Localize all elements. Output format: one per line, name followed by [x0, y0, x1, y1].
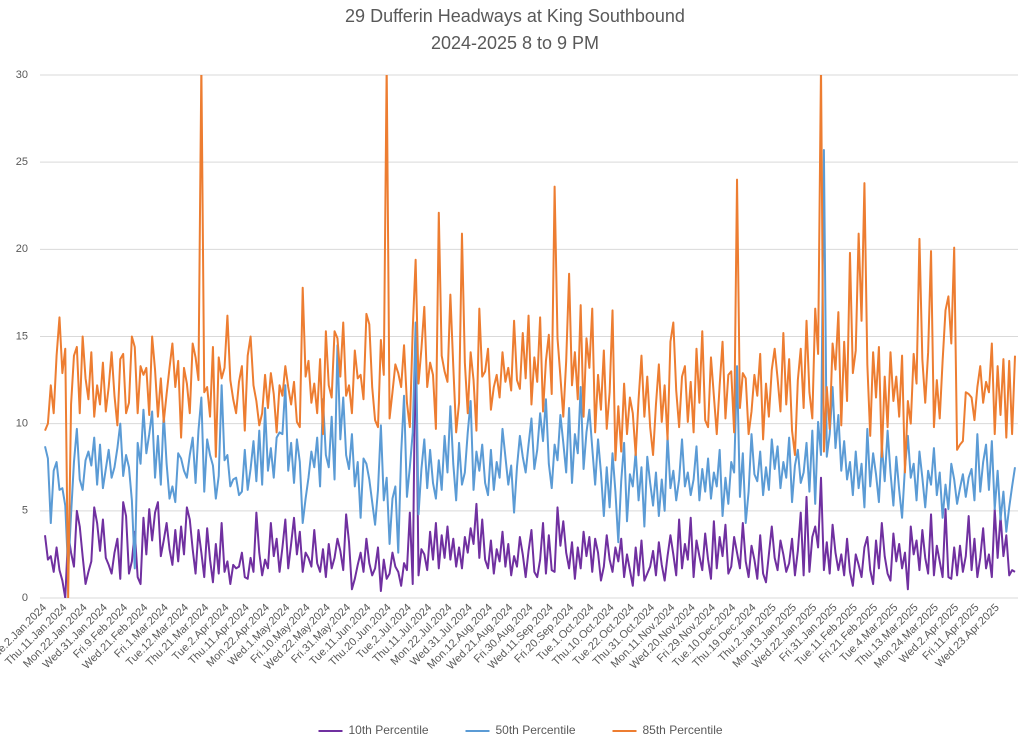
y-tick-label: 15: [16, 330, 28, 342]
chart-subtitle: 2024-2025 8 to 9 PM: [431, 33, 599, 53]
legend-label: 10th Percentile: [349, 723, 429, 737]
y-tick-label: 5: [22, 505, 28, 517]
y-tick-label: 0: [22, 592, 28, 604]
series-line: [44, 148, 1016, 573]
chart-title: 29 Dufferin Headways at King Southbound: [345, 6, 685, 26]
y-tick-label: 25: [16, 156, 28, 168]
y-tick-label: 20: [16, 243, 28, 255]
legend-label: 85th Percentile: [643, 723, 723, 737]
series-line: [44, 75, 1016, 598]
y-tick-label: 10: [16, 418, 28, 430]
y-tick-label: 30: [16, 69, 28, 81]
legend-label: 50th Percentile: [496, 723, 576, 737]
series-line: [44, 326, 1016, 598]
